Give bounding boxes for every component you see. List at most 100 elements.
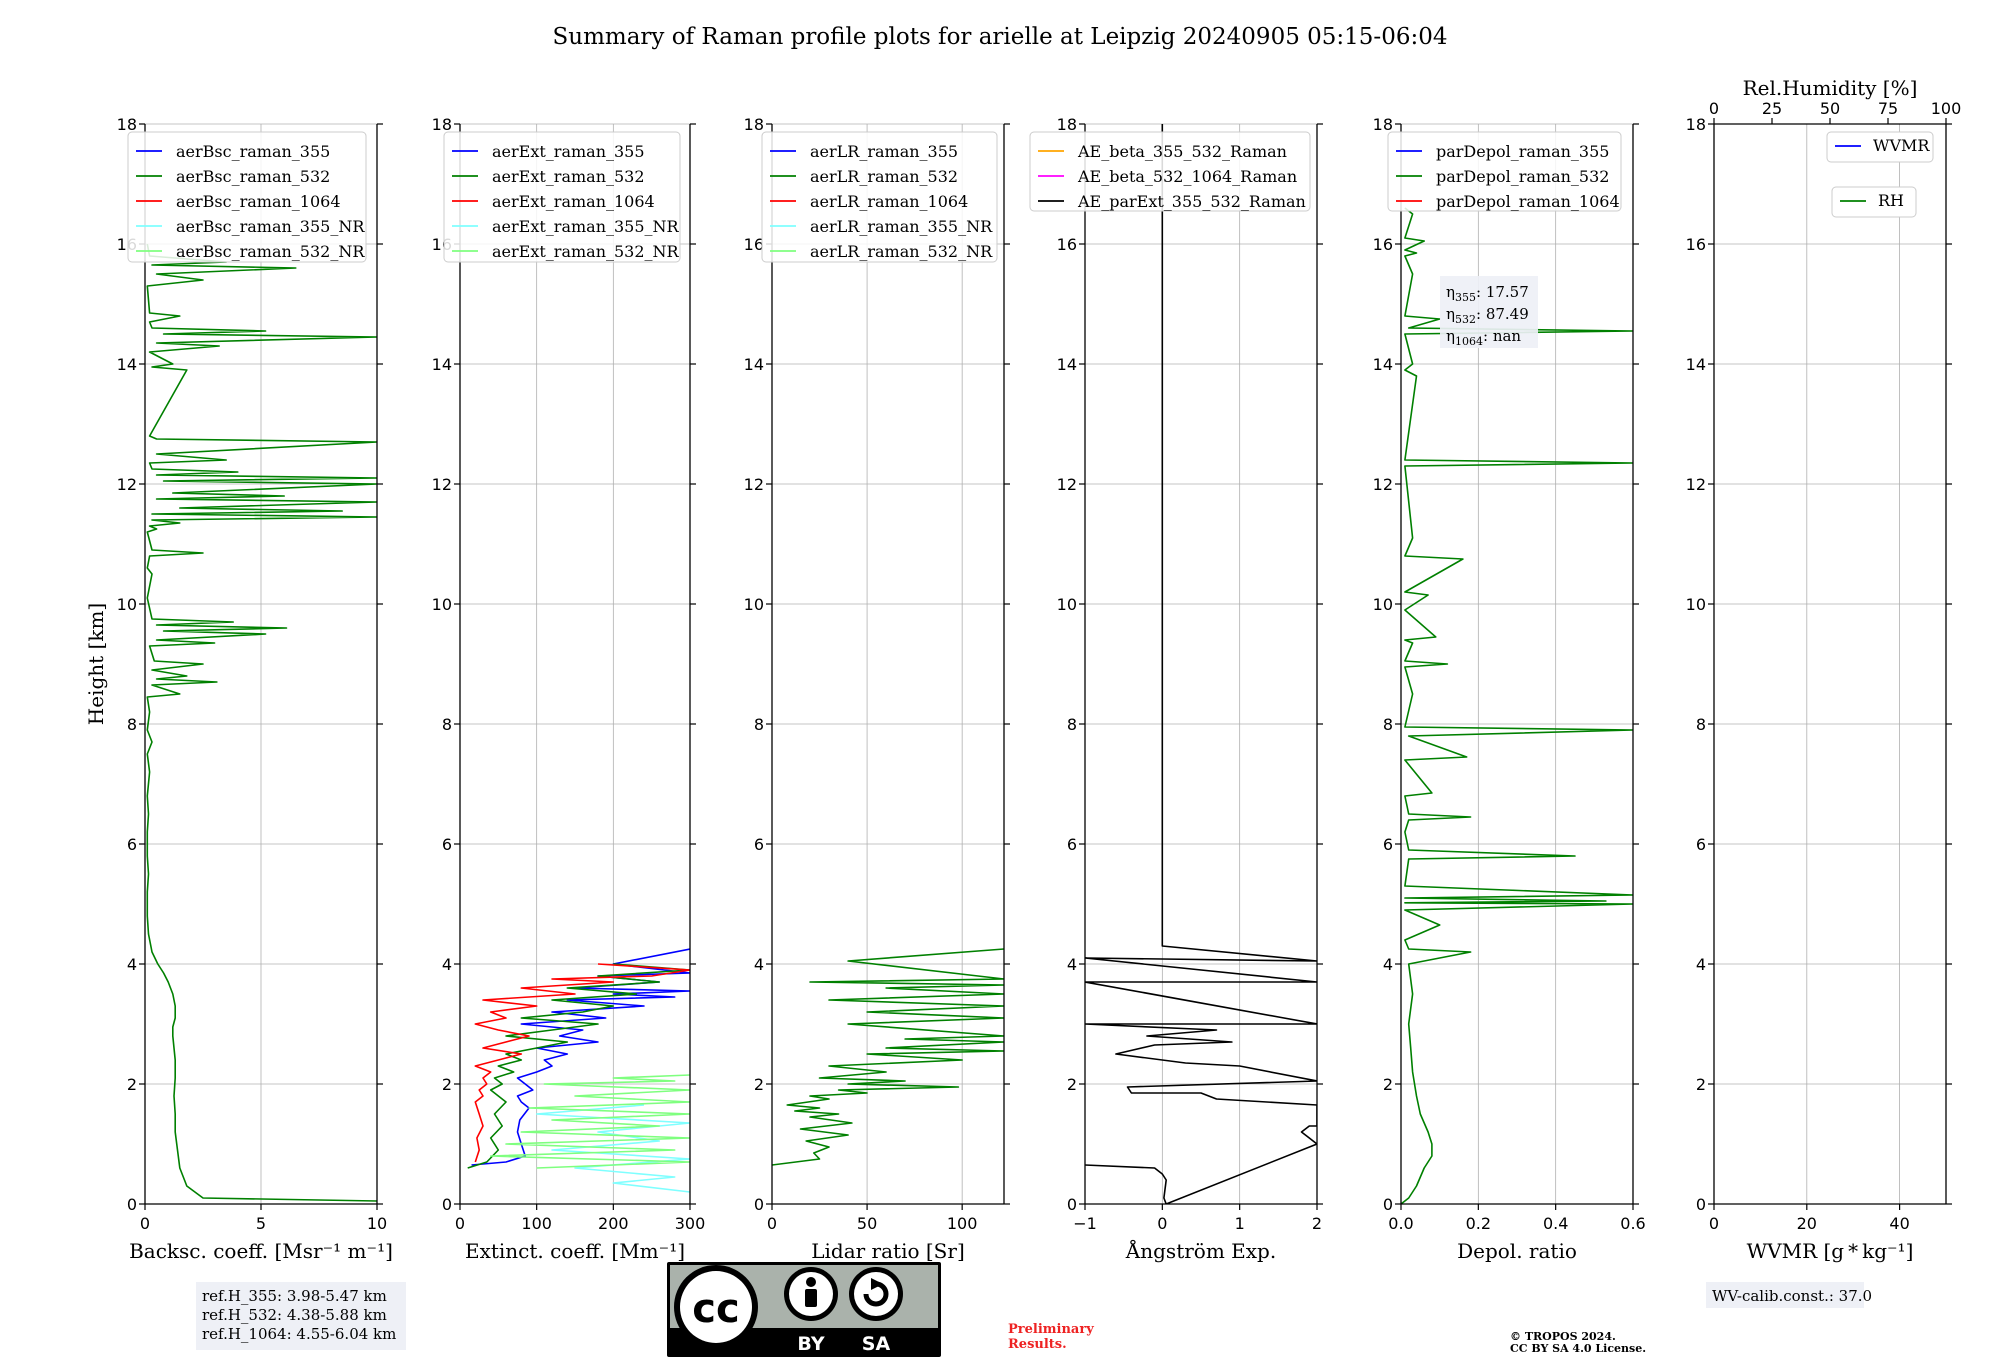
series-line-aerLR_raman_532 (772, 948, 1004, 1166)
x-tick-label: 100 (521, 1214, 552, 1233)
y-tick-label: 4 (442, 955, 452, 974)
x-tick-label: 300 (675, 1214, 706, 1233)
x-axis-label: Backsc. coeff. [Msr⁻¹ m⁻¹] (129, 1239, 393, 1263)
y-tick-label: 4 (1696, 955, 1706, 974)
legend-label-aerLR_raman_532_NR: aerLR_raman_532_NR (810, 242, 993, 261)
legend-label-aerLR_raman_355_NR: aerLR_raman_355_NR (810, 217, 993, 236)
legend-label-WVMR: WVMR (1873, 136, 1930, 155)
y-tick-label: 18 (1057, 115, 1077, 134)
top-tick-label: 50 (1820, 99, 1840, 118)
series-line-AE_parExt_355_532_Raman (1085, 124, 1317, 1204)
y-tick-label: 12 (117, 475, 137, 494)
legend: aerBsc_raman_355 aerBsc_raman_532 aerBsc_r… (127, 131, 367, 263)
ref-height-box-bg (196, 1282, 406, 1350)
eta-value: : 87.49 (1476, 305, 1529, 323)
y-tick-label: 4 (1383, 955, 1393, 974)
eta-subscript: 355 (1455, 291, 1476, 304)
legend-frame (761, 131, 998, 263)
top-tick-label: 100 (1931, 99, 1962, 118)
y-tick-label: 8 (1696, 715, 1706, 734)
y-tick-label: 14 (117, 355, 137, 374)
y-tick-label: 0 (442, 1195, 452, 1214)
series-line-aerBsc_raman_532 (146, 243, 377, 1202)
y-tick-label: 0 (127, 1195, 137, 1214)
series-line-aerExt_raman_355_NR (535, 1104, 690, 1193)
y-tick-label: 6 (1383, 835, 1393, 854)
y-tick-label: 8 (1067, 715, 1077, 734)
y-tick-label: 10 (1686, 595, 1706, 614)
y-tick-label: 18 (432, 115, 452, 134)
x-tick-label: 0 (1157, 1214, 1167, 1233)
legend-label-aerLR_raman_532: aerLR_raman_532 (810, 167, 958, 186)
legend-label-AE_beta_355_532_Raman: AE_beta_355_532_Raman (1077, 142, 1287, 161)
legend: aerLR_raman_355 aerLR_raman_532 aerLR_rama… (761, 131, 998, 263)
x-tick-label: 2 (1312, 1214, 1322, 1233)
legend-label-aerExt_raman_1064: aerExt_raman_1064 (492, 192, 655, 211)
y-tick-label: 14 (744, 355, 764, 374)
wv-calib-box (1706, 1282, 1864, 1308)
y-tick-label: 0 (1696, 1195, 1706, 1214)
preliminary-line-1: Preliminary (1008, 1322, 1094, 1337)
by-person-body (805, 1289, 817, 1307)
x-tick-label: 40 (1889, 1214, 1909, 1233)
legend-label-aerExt_raman_355_NR: aerExt_raman_355_NR (492, 217, 680, 236)
ref-height-box: ref.H_355: 3.98-5.47 km ref.H_532: 4.38-… (196, 1282, 406, 1350)
y-tick-label: 10 (117, 595, 137, 614)
legend-wvmr: WVMR (1826, 131, 1934, 163)
y-tick-label: 2 (754, 1075, 764, 1094)
top-axis-label: Rel.Humidity [%] (1743, 76, 1918, 100)
y-tick-label: 12 (432, 475, 452, 494)
x-axis-label: Lidar ratio [Sr] (811, 1239, 965, 1263)
y-tick-label: 6 (1067, 835, 1077, 854)
eta-subscript: 532 (1455, 313, 1476, 326)
series-group (467, 948, 690, 1193)
series-group (1401, 207, 1633, 1204)
y-axis-label: Height [km] (84, 603, 108, 725)
y-tick-label: 2 (1067, 1075, 1077, 1094)
series-line-parDepol_raman_532 (1401, 207, 1633, 1204)
y-tick-label: 16 (1057, 235, 1077, 254)
y-tick-label: 0 (754, 1195, 764, 1214)
y-tick-label: 0 (1067, 1195, 1077, 1214)
eta-line: η532: 87.49 (1446, 305, 1529, 326)
sa-arrow-head (871, 1278, 883, 1290)
y-tick-label: 10 (1373, 595, 1393, 614)
legend-label-aerBsc_raman_532_NR: aerBsc_raman_532_NR (176, 242, 365, 261)
eta-box (1440, 276, 1538, 348)
y-tick-label: 6 (442, 835, 452, 854)
y-tick-label: 8 (127, 715, 137, 734)
legend-frame (1029, 131, 1311, 212)
y-tick-label: 14 (1373, 355, 1393, 374)
eta-subscript: 1064 (1455, 335, 1483, 348)
y-tick-label: 4 (1067, 955, 1077, 974)
x-tick-label: 100 (947, 1214, 978, 1233)
by-label: BY (797, 1333, 824, 1355)
legend-label-aerLR_raman_1064: aerLR_raman_1064 (810, 192, 968, 211)
legend-label-aerExt_raman_355: aerExt_raman_355 (492, 142, 645, 161)
legend-label-aerExt_raman_532_NR: aerExt_raman_532_NR (492, 242, 680, 261)
x-tick-label: 0 (767, 1214, 777, 1233)
legend-label-parDepol_raman_532: parDepol_raman_532 (1436, 167, 1609, 186)
cc-circle-inner (680, 1271, 752, 1343)
sa-arrow-arc (863, 1281, 889, 1307)
top-tick-label: 25 (1762, 99, 1782, 118)
figure-title: Summary of Raman profile plots for ariel… (553, 24, 1448, 50)
legend-label-AE_parExt_355_532_Raman: AE_parExt_355_532_Raman (1077, 192, 1306, 211)
cc-by-sa-badge: cc BY SA (667, 1262, 941, 1357)
y-tick-label: 6 (754, 835, 764, 854)
eta-value: : nan (1483, 327, 1521, 345)
legend-label-aerBsc_raman_532: aerBsc_raman_532 (176, 167, 330, 186)
y-tick-label: 2 (442, 1075, 452, 1094)
copyright-line-2: CC BY SA 4.0 License. (1510, 1342, 1646, 1355)
y-tick-label: 18 (1373, 115, 1393, 134)
y-tick-label: 14 (1686, 355, 1706, 374)
eta-symbol: η (1446, 327, 1455, 345)
legend-label-aerBsc_raman_1064: aerBsc_raman_1064 (176, 192, 341, 211)
y-tick-label: 2 (1696, 1075, 1706, 1094)
preliminary-line-2: Results. (1008, 1337, 1067, 1352)
x-tick-label: 1 (1235, 1214, 1245, 1233)
